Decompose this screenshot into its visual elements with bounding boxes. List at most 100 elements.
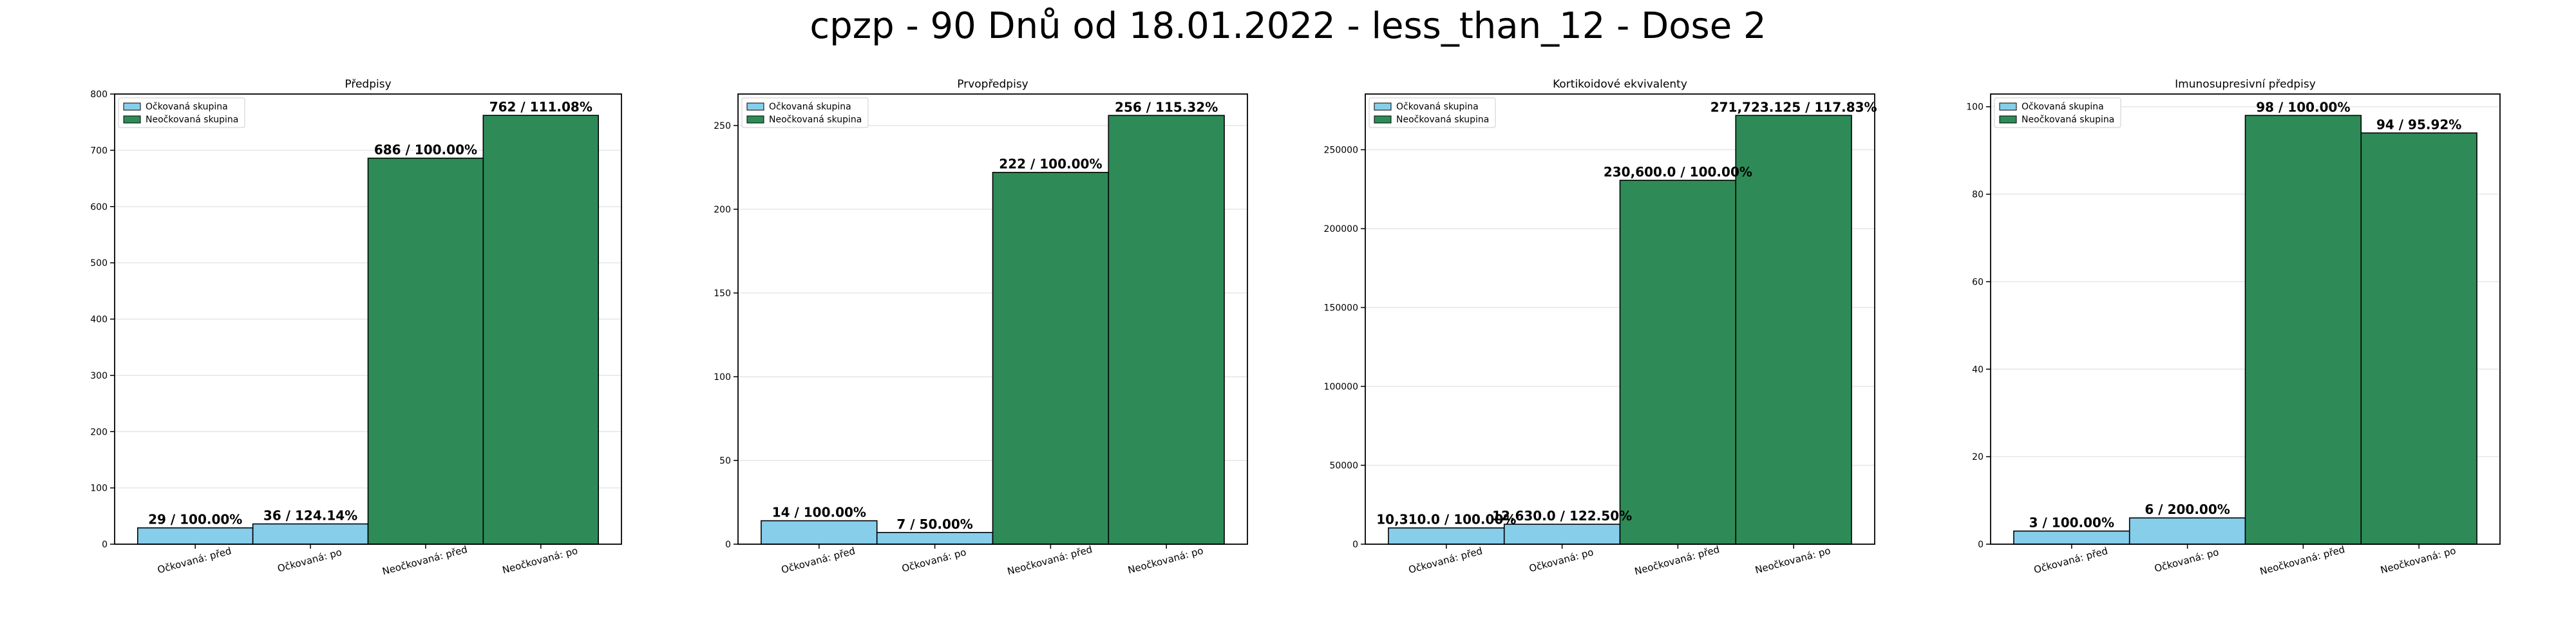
bar — [137, 527, 254, 545]
bar — [1388, 527, 1505, 545]
legend-box — [741, 97, 869, 128]
bar — [2013, 530, 2130, 545]
legend-label: Očkovaná skupina — [769, 102, 851, 112]
y-tick-label: 0 — [725, 540, 731, 550]
data-label: 12,630.0 / 122.50% — [1492, 508, 1632, 524]
y-tick-label: 800 — [90, 90, 108, 100]
legend-box — [118, 97, 245, 128]
x-tick-label: Neočkovaná: před — [381, 544, 469, 578]
legend-swatch — [746, 102, 764, 111]
y-tick-label: 150 — [714, 289, 731, 299]
bar — [876, 531, 994, 545]
bar — [1503, 524, 1621, 545]
bar — [2360, 132, 2477, 545]
data-label: 98 / 100.00% — [2256, 99, 2350, 115]
x-tick-label: Neočkovaná: po — [2379, 545, 2457, 576]
bar — [1108, 115, 1225, 545]
y-tick-label: 500 — [90, 258, 108, 269]
x-tick-label: Očkovaná: před — [1407, 545, 1484, 576]
axes-frame — [737, 93, 1248, 545]
chart-panel-3: 0 50000 100000 150000 200000 250000 Očkovaná: … — [1324, 78, 1877, 577]
legend-swatch — [1374, 115, 1392, 124]
data-label: 230,600.0 / 100.00% — [1604, 164, 1752, 180]
x-tick-label: Očkovaná: před — [2032, 545, 2109, 576]
y-tick-label: 250000 — [1324, 145, 1358, 155]
legend-swatch — [123, 102, 141, 111]
y-tick-label: 0 — [1978, 540, 1984, 550]
data-label: 36 / 124.14% — [263, 508, 357, 524]
legend-label: Neočkovaná skupina — [769, 115, 862, 125]
y-tick-label: 20 — [1972, 452, 1984, 462]
x-tick-label: Neočkovaná: po — [1126, 545, 1204, 576]
data-label: 14 / 100.00% — [772, 505, 866, 520]
legend-swatch — [746, 115, 764, 124]
x-tick-label: Neočkovaná: před — [1633, 544, 1721, 578]
bar — [2244, 115, 2362, 545]
legend-label: Neočkovaná skupina — [1396, 115, 1489, 125]
bar — [2128, 517, 2246, 545]
y-tick-label: 150000 — [1324, 303, 1358, 313]
figure-title: cpzp - 90 Dnů od 18.01.2022 - less_than_… — [810, 5, 1766, 47]
axes-frame — [1990, 93, 2501, 545]
x-tick-label: Očkovaná: po — [900, 546, 967, 574]
data-label: 6 / 200.00% — [2145, 502, 2230, 517]
y-tick-label: 100 — [714, 372, 731, 383]
x-tick-label: Očkovaná: před — [780, 545, 857, 576]
data-label: 94 / 95.92% — [2376, 117, 2461, 132]
legend-label: Neočkovaná skupina — [146, 115, 238, 125]
y-tick-label: 100 — [90, 484, 108, 494]
y-tick-label: 250 — [714, 121, 731, 131]
chart-panel-2: 0 50 100 150 200 250 Očkovaná: před Očkovaná: p… — [714, 78, 1248, 578]
legend-box — [1368, 97, 1496, 128]
bar — [367, 157, 484, 545]
bar — [992, 171, 1110, 545]
y-tick-label: 200 — [714, 205, 731, 215]
data-label: 3 / 100.00% — [2029, 515, 2114, 531]
chart-title: Předpisy — [345, 78, 391, 91]
legend-label: Neočkovaná skupina — [2022, 115, 2114, 125]
y-tick-label: 200 — [90, 427, 108, 437]
chart-title: Kortikoidové ekvivalenty — [1553, 78, 1687, 91]
legend-label: Očkovaná skupina — [2022, 102, 2104, 112]
axes-frame — [1365, 93, 1875, 545]
data-label: 686 / 100.00% — [374, 142, 477, 158]
y-tick-label: 200000 — [1324, 224, 1358, 234]
x-tick-label: Neočkovaná: před — [1006, 544, 1094, 578]
legend-swatch — [123, 115, 141, 124]
data-label: 271,723.125 / 117.83% — [1710, 99, 1877, 115]
data-label: 222 / 100.00% — [999, 156, 1102, 172]
y-tick-label: 0 — [102, 540, 108, 550]
bar — [1619, 180, 1737, 545]
x-tick-label: Očkovaná: po — [1528, 546, 1595, 574]
data-label: 7 / 50.00% — [896, 516, 972, 532]
y-tick-label: 0 — [1352, 540, 1358, 550]
x-tick-label: Očkovaná: po — [276, 546, 343, 574]
x-tick-label: Neočkovaná: před — [2259, 544, 2346, 578]
y-tick-label: 100 — [1966, 102, 1984, 113]
y-tick-label: 50000 — [1329, 460, 1358, 471]
y-tick-label: 60 — [1972, 277, 1984, 287]
y-tick-label: 80 — [1972, 190, 1984, 200]
chart-panel-1: 0 100 200 300 400 500 600 700 800 Očkovaná: před O… — [90, 78, 622, 578]
bar — [1735, 115, 1852, 545]
legend-swatch — [1999, 102, 2017, 111]
chart-title: Prvopředpisy — [957, 78, 1028, 91]
y-tick-label: 400 — [90, 315, 108, 325]
x-tick-label: Neočkovaná: po — [501, 545, 579, 576]
data-label: 762 / 111.08% — [489, 99, 592, 115]
x-tick-label: Očkovaná: po — [2153, 546, 2220, 574]
legend-swatch — [1999, 115, 2017, 124]
y-tick-label: 40 — [1972, 365, 1984, 375]
x-tick-label: Očkovaná: před — [156, 545, 233, 576]
legend-box — [1994, 97, 2121, 128]
y-tick-label: 600 — [90, 202, 108, 213]
y-tick-label: 700 — [90, 146, 108, 156]
bar — [482, 115, 600, 545]
data-label: 256 / 115.32% — [1115, 99, 1218, 115]
y-tick-label: 50 — [719, 456, 731, 466]
chart-panel-4: 0 20 40 60 80 100 Očkovaná: před Očkovaná: po Ne… — [1966, 78, 2501, 578]
y-tick-label: 100000 — [1324, 382, 1358, 392]
chart-title: Imunosupresivní předpisy — [2175, 78, 2316, 91]
x-tick-label: Neočkovaná: po — [1754, 545, 1832, 576]
